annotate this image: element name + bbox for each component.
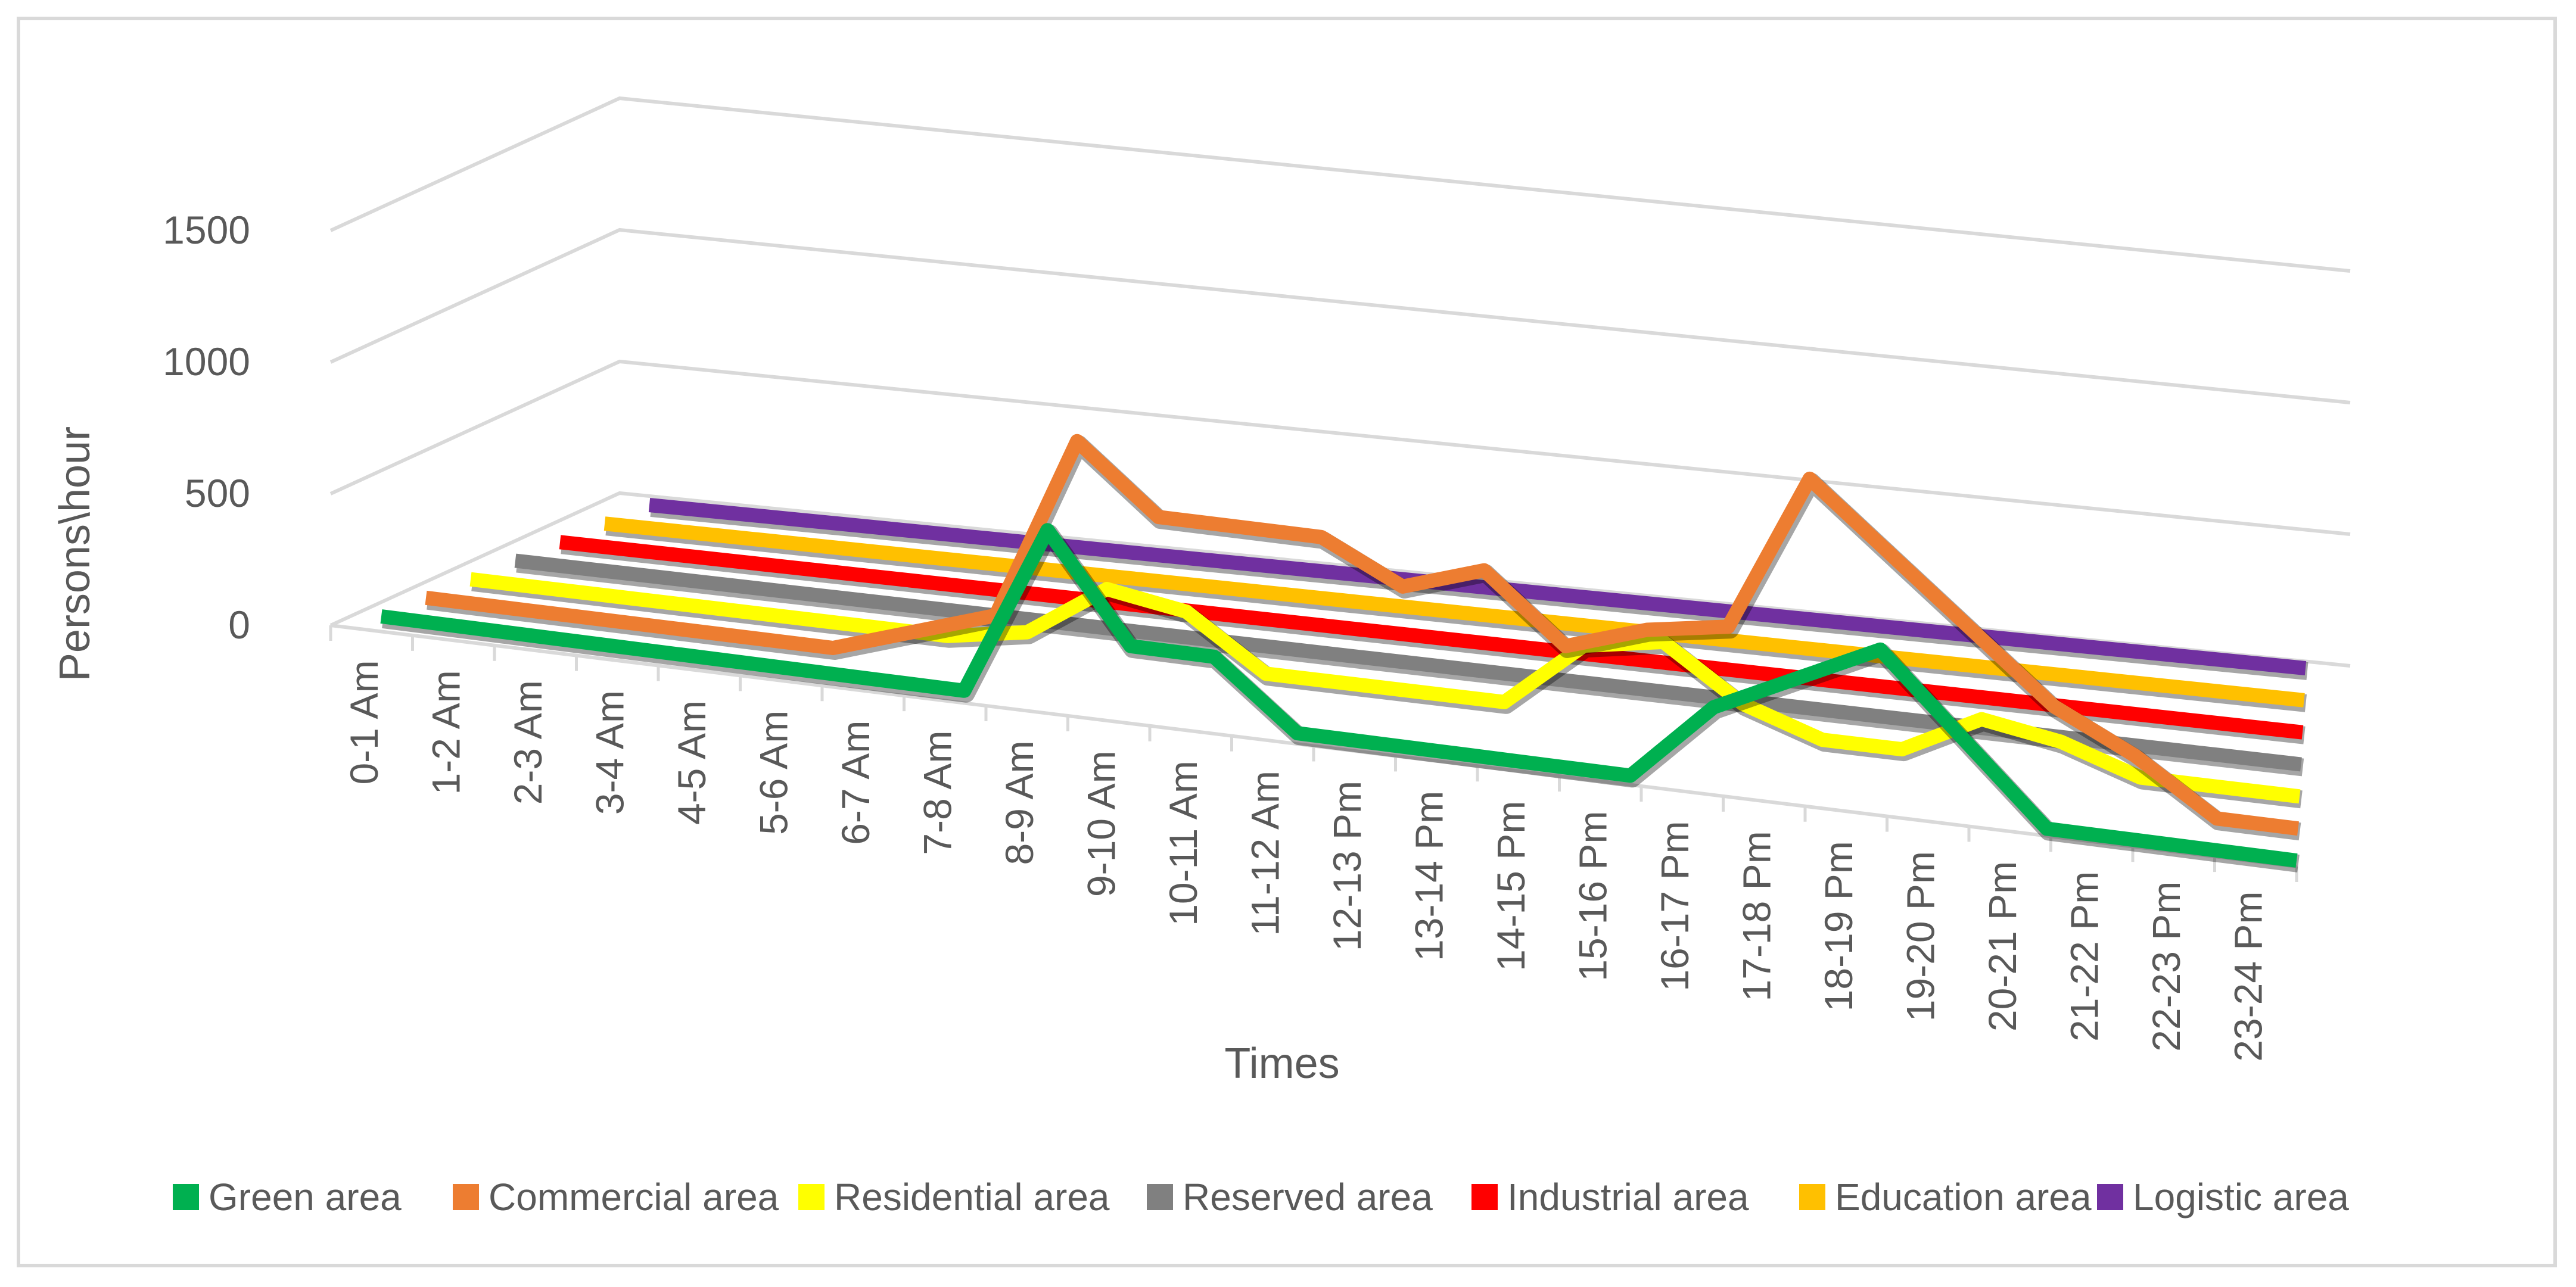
x-tick-label: 7-8 Am: [915, 731, 959, 855]
series-logistic-area: [648, 498, 2309, 680]
x-tick-label: 1-2 Am: [424, 670, 468, 794]
x-tick-label: 9-10 Am: [1079, 750, 1123, 897]
x-tick-label: 22-23 Pm: [2144, 881, 2188, 1052]
y-tick-label: 0: [228, 603, 250, 647]
legend-label: Residential area: [834, 1176, 1110, 1219]
x-axis-title: Times: [1224, 1040, 1339, 1087]
x-tick-label: 2-3 Am: [506, 680, 550, 805]
legend-swatch: [173, 1184, 199, 1210]
series-lines: [380, 434, 2309, 872]
series-line: [648, 498, 2307, 675]
legend-item: Industrial area: [1471, 1176, 1749, 1219]
x-tick-label: 4-5 Am: [670, 700, 714, 825]
series-line: [380, 523, 2298, 868]
x-tick-label: 11-12 Am: [1243, 771, 1287, 936]
legend-label: Reserved area: [1183, 1176, 1433, 1219]
series-industrial-area: [559, 535, 2306, 744]
legend-label: Education area: [1835, 1176, 2092, 1219]
gridline: [329, 491, 2351, 668]
series-green-area: [380, 523, 2300, 872]
x-tick-label: 18-19 Pm: [1816, 841, 1861, 1011]
x-tick-label: 3-4 Am: [587, 690, 631, 815]
axes: 0-1 Am 1-2 Am 2-3 Am 3-4 Am 4-5 Am 5-6 Am 6-7 …: [329, 624, 2298, 1062]
gridlines: 0 500 1000 1500: [163, 96, 2351, 668]
series-commercial-area: [425, 434, 2301, 841]
x-tick-label: 16-17 Pm: [1653, 821, 1697, 991]
legend-swatch: [453, 1184, 479, 1210]
x-tick-label: 14-15 Pm: [1489, 801, 1533, 971]
series-residential-area: [469, 572, 2303, 809]
x-tick-label: 10-11 Am: [1161, 761, 1205, 926]
legend-label: Industrial area: [1507, 1176, 1749, 1219]
x-tick-label: 21-22 Pm: [2062, 871, 2106, 1042]
legend-item: Logistic area: [2097, 1176, 2349, 1219]
legend-label: Green area: [209, 1176, 402, 1219]
legend-swatch: [2097, 1184, 2123, 1210]
legend-item: Commercial area: [453, 1176, 779, 1219]
x-tick-label: 8-9 Am: [997, 740, 1041, 865]
legend-item: Green area: [173, 1176, 402, 1219]
series-line: [425, 434, 2299, 836]
legend-label: Logistic area: [2133, 1176, 2349, 1219]
x-tick-label: 13-14 Pm: [1407, 791, 1451, 961]
y-tick-label: 1000: [163, 339, 250, 384]
legend-label: Commercial area: [489, 1176, 779, 1219]
x-tick-label: 5-6 Am: [751, 711, 795, 835]
x-tick-label: 0-1 Am: [342, 660, 386, 784]
series-line: [559, 535, 2304, 740]
gridline: [329, 96, 2351, 273]
x-tick-label: 23-24 Pm: [2226, 892, 2270, 1062]
y-axis-title: Persons\hour: [51, 426, 99, 681]
x-tick-label: 12-13 Pm: [1325, 781, 1369, 951]
x-tick-label: 19-20 Pm: [1898, 851, 1942, 1021]
gridline: [329, 228, 2351, 404]
legend-swatch: [1471, 1184, 1498, 1210]
series-line: [469, 572, 2301, 804]
legend-item: Education area: [1799, 1176, 2092, 1219]
legend-swatch: [1147, 1184, 1173, 1210]
legend-swatch: [1799, 1184, 1825, 1210]
legend-swatch: [798, 1184, 825, 1210]
axis-labels: Persons\hour Times: [51, 426, 1340, 1087]
x-tick-label: 17-18 Pm: [1734, 831, 1778, 1001]
y-tick-label: 1500: [163, 208, 250, 252]
x-tick-label: 20-21 Pm: [1980, 861, 2024, 1032]
legend-item: Residential area: [798, 1176, 1110, 1219]
x-tick-label: 15-16 Pm: [1570, 811, 1614, 981]
legend: Green area Commercial area Residential are…: [173, 1176, 2349, 1219]
x-tick-label: 6-7 Am: [833, 721, 878, 845]
y-tick-label: 500: [185, 471, 250, 515]
legend-item: Reserved area: [1147, 1176, 1433, 1219]
gridline: [329, 359, 2351, 536]
